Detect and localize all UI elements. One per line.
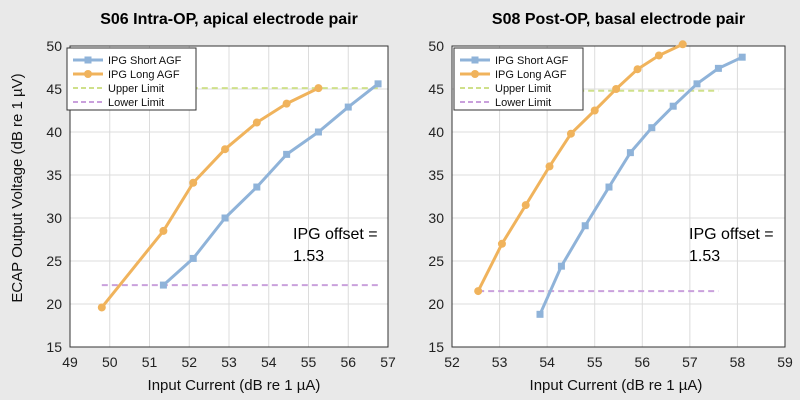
annotation-ipg-offset-value: 1.53 <box>293 248 324 265</box>
y-tick-label: 35 <box>428 167 444 183</box>
ipg-long-agf-point <box>654 51 663 60</box>
x-axis-label-right: Input Current (dB re 1 µA) <box>530 377 703 394</box>
ipg-short-agf-point <box>557 262 565 270</box>
ipg-long-agf-point <box>252 118 261 127</box>
x-axis-label-left: Input Current (dB re 1 µA) <box>148 377 321 394</box>
ipg-short-agf-point <box>669 102 677 110</box>
y-tick-label: 30 <box>46 210 62 226</box>
y-tick-label: 40 <box>46 124 62 140</box>
x-tick-label: 50 <box>102 354 118 370</box>
ipg-short-agf-point <box>221 214 229 222</box>
ipg-short-agf-point <box>626 149 634 157</box>
x-tick-label: 58 <box>730 354 746 370</box>
y-tick-label: 50 <box>46 38 62 54</box>
x-tick-label: 59 <box>777 354 793 370</box>
y-tick-label: 40 <box>428 124 444 140</box>
x-tick-label: 54 <box>539 354 555 370</box>
y-tick-label: 15 <box>428 339 444 355</box>
y-tick-label: 20 <box>428 296 444 312</box>
x-tick-label: 56 <box>634 354 650 370</box>
x-tick-label: 51 <box>142 354 158 370</box>
ipg-short-agf-point <box>693 80 701 88</box>
x-tick-label: 49 <box>62 354 78 370</box>
ipg-long-agf-point <box>282 99 291 108</box>
ipg-long-agf-point <box>314 84 323 93</box>
ipg-long-agf-point <box>159 226 168 235</box>
x-tick-label: 52 <box>181 354 197 370</box>
ipg-short-agf-point <box>714 64 722 72</box>
y-tick-label: 30 <box>428 210 444 226</box>
x-tick-label: 55 <box>301 354 317 370</box>
x-tick-label: 53 <box>492 354 508 370</box>
ipg-short-agf-point <box>648 124 656 132</box>
panel-right: 52 53 54 55 56 57 58 59 15 20 25 30 35 40 45 50 S08 Post… <box>428 11 793 370</box>
legend-marker-ipg-long-agf <box>471 70 479 78</box>
annotation-ipg-offset: IPG offset = <box>293 226 378 243</box>
y-tick-label: 50 <box>428 38 444 54</box>
x-tick-label: 57 <box>682 354 698 370</box>
plot-frame <box>451 45 786 348</box>
legend-label-ipg-short-agf: IPG Short AGF <box>495 55 569 67</box>
ipg-long-agf-point <box>590 106 599 115</box>
ipg-short-agf-point <box>344 103 352 111</box>
ipg-short-agf-point <box>738 53 746 61</box>
ipg-long-agf-point <box>545 162 554 171</box>
legend-label-lower-limit: Lower Limit <box>495 97 551 109</box>
y-tick-label: 25 <box>428 253 444 269</box>
x-tick-label: 52 <box>444 354 460 370</box>
ipg-long-agf-point <box>633 65 642 74</box>
ipg-long-agf-point <box>189 178 198 187</box>
y-tick-label: 35 <box>46 167 62 183</box>
y-tick-label: 45 <box>428 81 444 97</box>
legend-label-ipg-long-agf: IPG Long AGF <box>108 69 180 81</box>
legend-label-upper-limit: Upper Limit <box>108 83 164 95</box>
x-tick-label: 54 <box>261 354 277 370</box>
chart-title: S06 Intra-OP, apical electrode pair <box>100 11 358 28</box>
y-tick-label: 20 <box>46 296 62 312</box>
y-axis-label: ECAP Output Voltage (dB re 1 µV) <box>9 73 26 302</box>
annotation-ipg-offset-value: 1.53 <box>689 248 720 265</box>
ipg-short-agf-point <box>159 281 167 289</box>
legend-marker-ipg-short-agf <box>84 56 92 64</box>
chart-title: S08 Post-OP, basal electrode pair <box>492 11 745 28</box>
ipg-short-agf-point <box>283 150 291 158</box>
ipg-long-agf-point <box>497 239 506 248</box>
legend-marker-ipg-long-agf <box>84 70 92 78</box>
ipg-short-agf-point <box>253 183 261 191</box>
annotation-ipg-offset: IPG offset = <box>689 226 774 243</box>
ipg-short-agf-line <box>162 82 379 287</box>
x-tick-label: 57 <box>380 354 396 370</box>
x-tick-label: 56 <box>340 354 356 370</box>
ipg-long-agf-point <box>612 85 621 93</box>
ipg-short-agf-line <box>538 55 743 315</box>
panel-left: 49 50 51 52 53 54 55 56 57 15 20 25 30 35 40 45 50 S06 In… <box>46 11 396 370</box>
y-tick-label: 15 <box>46 339 62 355</box>
ipg-long-agf-point <box>97 303 106 312</box>
legend-label-ipg-long-agf: IPG Long AGF <box>495 69 567 81</box>
ipg-short-agf-point <box>536 310 544 318</box>
ipg-long-agf-line <box>476 42 684 292</box>
ipg-short-agf-point <box>189 254 197 262</box>
ipg-long-agf-point <box>566 129 575 138</box>
ipg-short-agf-point <box>374 80 382 88</box>
ipg-short-agf-point <box>314 128 322 136</box>
legend-marker-ipg-short-agf <box>471 56 479 64</box>
ipg-short-agf-point <box>581 222 589 230</box>
ipg-long-agf-point <box>221 145 230 154</box>
ipg-long-agf-point <box>678 40 687 49</box>
legend-label-lower-limit: Lower Limit <box>108 97 164 109</box>
y-tick-label: 25 <box>46 253 62 269</box>
plot-frame <box>69 45 389 348</box>
y-tick-label: 45 <box>46 81 62 97</box>
ipg-long-agf-point <box>521 201 530 210</box>
ipg-long-agf-point <box>474 287 483 296</box>
ipg-short-agf-point <box>605 183 613 191</box>
x-tick-label: 53 <box>221 354 237 370</box>
x-tick-label: 55 <box>587 354 603 370</box>
legend-label-ipg-short-agf: IPG Short AGF <box>108 55 182 67</box>
legend-label-upper-limit: Upper Limit <box>495 83 551 95</box>
